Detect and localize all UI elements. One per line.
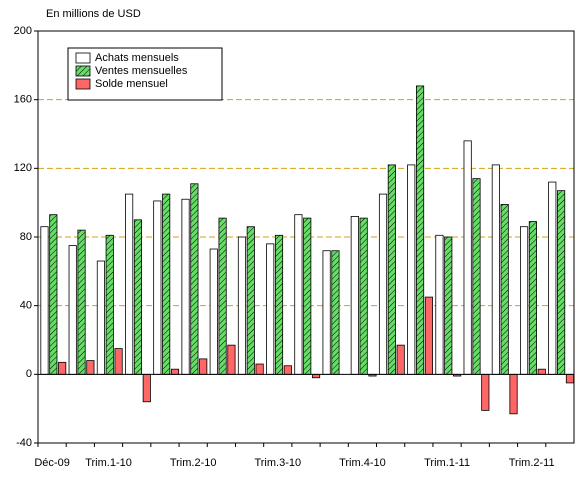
legend-label: Solde mensuel — [95, 78, 168, 90]
y-tick-label: 80 — [20, 231, 32, 243]
bar — [40, 226, 49, 375]
bar — [463, 140, 472, 375]
bar — [237, 236, 247, 375]
bar — [246, 226, 255, 375]
legend-box — [67, 47, 223, 101]
bar — [378, 193, 388, 375]
bar — [181, 198, 190, 375]
bar — [142, 373, 151, 403]
bar — [153, 200, 162, 375]
bar — [509, 373, 518, 415]
x-tick-label: Trim.1-10 — [85, 457, 132, 469]
bar — [350, 215, 359, 375]
bar — [444, 236, 453, 375]
y-tick-label: 200 — [14, 25, 32, 37]
y-tick-label: -40 — [16, 437, 32, 449]
legend-swatch — [75, 65, 91, 77]
bar — [105, 234, 114, 375]
bar — [472, 178, 481, 375]
legend-swatch — [75, 78, 91, 90]
bar — [274, 234, 284, 375]
x-tick-label: Trim.2-11 — [509, 457, 555, 469]
bar — [49, 214, 58, 375]
x-tick-label: Déc-09 — [34, 457, 69, 469]
bar — [96, 260, 105, 375]
bar — [565, 373, 575, 384]
bar — [500, 203, 509, 375]
bar — [294, 214, 303, 375]
x-tick-label: Trim.3-10 — [254, 457, 301, 469]
bar — [162, 193, 171, 375]
legend-label: Achats mensuels — [95, 52, 179, 64]
bar — [68, 245, 77, 375]
bar — [255, 363, 264, 375]
bar — [190, 183, 199, 375]
bar — [387, 164, 396, 375]
bar — [415, 85, 425, 375]
bar — [227, 344, 236, 375]
bar — [303, 217, 312, 375]
bar — [58, 361, 67, 375]
bar — [331, 250, 340, 375]
bar — [322, 250, 331, 375]
bar — [133, 219, 143, 375]
bar — [170, 368, 180, 375]
bar — [520, 226, 529, 375]
bar — [407, 164, 416, 375]
bar — [266, 243, 275, 375]
y-tick-label: 40 — [20, 300, 32, 312]
bar — [311, 373, 321, 379]
bar — [359, 217, 368, 375]
bar — [528, 221, 537, 375]
plot-frame — [37, 30, 575, 444]
bar — [424, 296, 433, 375]
bar — [199, 358, 208, 375]
legend-swatch — [75, 52, 91, 64]
bar — [218, 217, 227, 375]
bar — [125, 193, 134, 375]
bar — [209, 248, 218, 375]
y-tick-label: 160 — [14, 94, 32, 106]
bar — [86, 360, 95, 375]
bar — [396, 344, 405, 375]
y-tick-label: 0 — [26, 368, 32, 380]
x-tick-label: Trim.2-10 — [170, 457, 217, 469]
bar — [114, 348, 123, 375]
axis-title: En millions de USD — [46, 8, 141, 20]
bar — [537, 368, 546, 375]
bar — [548, 181, 557, 375]
bar — [77, 229, 86, 375]
bar — [481, 373, 490, 411]
bar — [435, 234, 444, 375]
bar — [557, 190, 566, 375]
bar — [283, 365, 292, 375]
legend-label: Ventes mensuelles — [95, 65, 188, 77]
x-tick-label: Trim.4-10 — [339, 457, 386, 469]
bar — [491, 164, 500, 375]
y-tick-label: 120 — [14, 162, 32, 174]
x-tick-label: Trim.1-11 — [424, 457, 470, 469]
